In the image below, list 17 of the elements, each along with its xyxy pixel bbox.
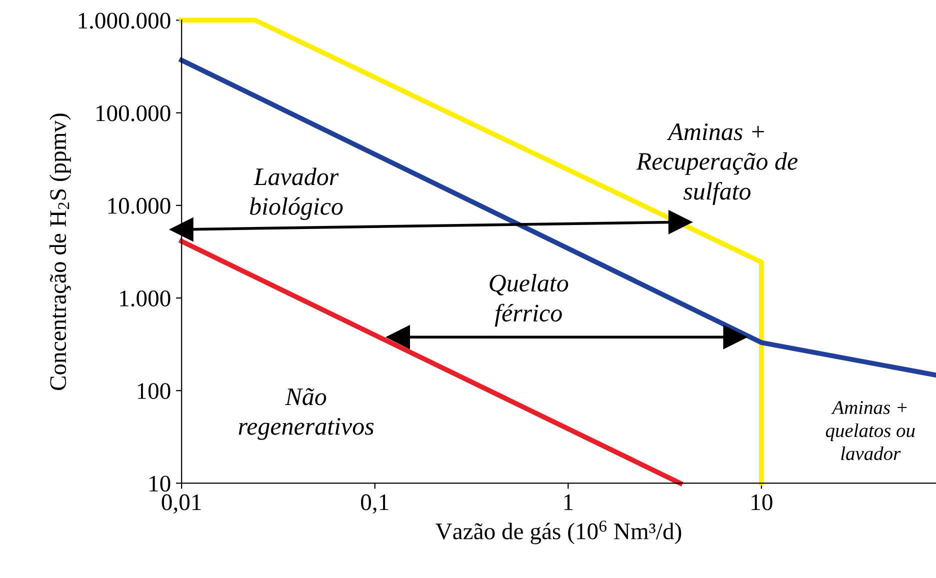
y-tick-label: 1.000 xyxy=(120,290,170,307)
x-axis-title: Vazão de gás (10$^{6}$ Nm³/d) xyxy=(436,520,682,544)
x-tick-label: 10 xyxy=(752,494,772,510)
y-axis-title: Concentração de H$_{2}$S (ppmv) xyxy=(49,114,71,390)
annotation: Aminas + Recuperação de sulfato xyxy=(636,123,798,205)
y-tick-label: 100.000 xyxy=(96,105,170,122)
x-tick-label: 0,01 xyxy=(162,494,201,514)
annotation: Não regenerativos xyxy=(238,388,374,440)
y-tick-label: 1.000.000 xyxy=(78,12,170,29)
annotation: Lavador biológico xyxy=(250,168,343,220)
x-tick-label: 1 xyxy=(564,494,573,510)
x-tick-label: 0,1 xyxy=(361,494,388,514)
y-tick-label: 10 xyxy=(150,476,170,492)
annotation: Quelato férrico xyxy=(490,274,568,327)
annotation: Aminas + quelatos ou lavador xyxy=(826,401,915,460)
y-tick-label: 100 xyxy=(138,383,170,400)
y-tick-label: 10.000 xyxy=(108,198,170,214)
